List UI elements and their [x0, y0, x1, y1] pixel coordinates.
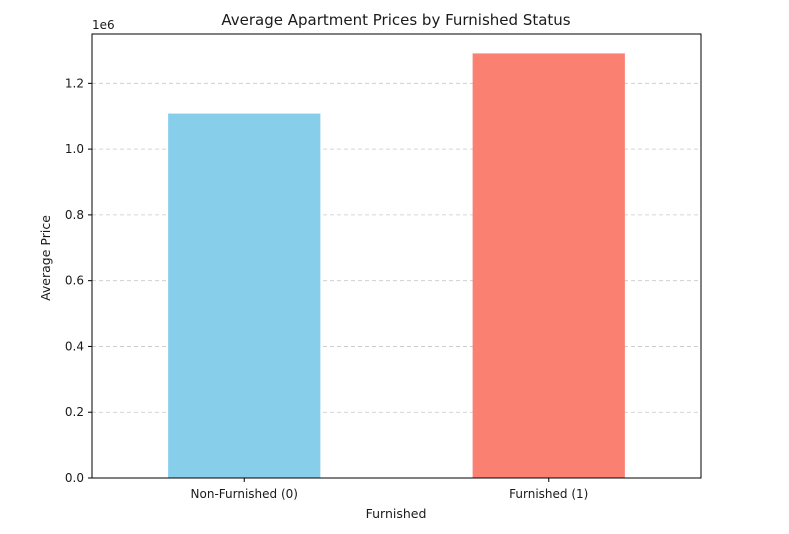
- x-tick-label: Furnished (1): [509, 487, 588, 501]
- y-axis-offset-label: 1e6: [92, 18, 115, 32]
- bar-furnished: [472, 53, 625, 478]
- x-axis-label: Furnished: [366, 506, 427, 521]
- bars: [168, 53, 625, 478]
- y-tick-label: 1.2: [65, 76, 84, 90]
- y-tick-label: 0.2: [65, 405, 84, 419]
- y-tick-label: 0.4: [65, 339, 84, 353]
- x-tick-label: Non-Furnished (0): [191, 487, 298, 501]
- chart-title: Average Apartment Prices by Furnished St…: [221, 11, 570, 29]
- y-axis-ticks: 0.0 0.2 0.4 0.6 0.8 1.0 1.2: [65, 76, 92, 485]
- y-axis-label: Average Price: [38, 215, 53, 301]
- plot-frame: [91, 33, 702, 479]
- y-tick-label: 0.8: [65, 208, 84, 222]
- x-axis-ticks: Non-Furnished (0) Furnished (1): [191, 478, 588, 501]
- y-tick-label: 0.0: [65, 471, 84, 485]
- y-tick-label: 1.0: [65, 142, 84, 156]
- bar-non-furnished: [168, 113, 321, 478]
- y-tick-label: 0.6: [65, 274, 84, 288]
